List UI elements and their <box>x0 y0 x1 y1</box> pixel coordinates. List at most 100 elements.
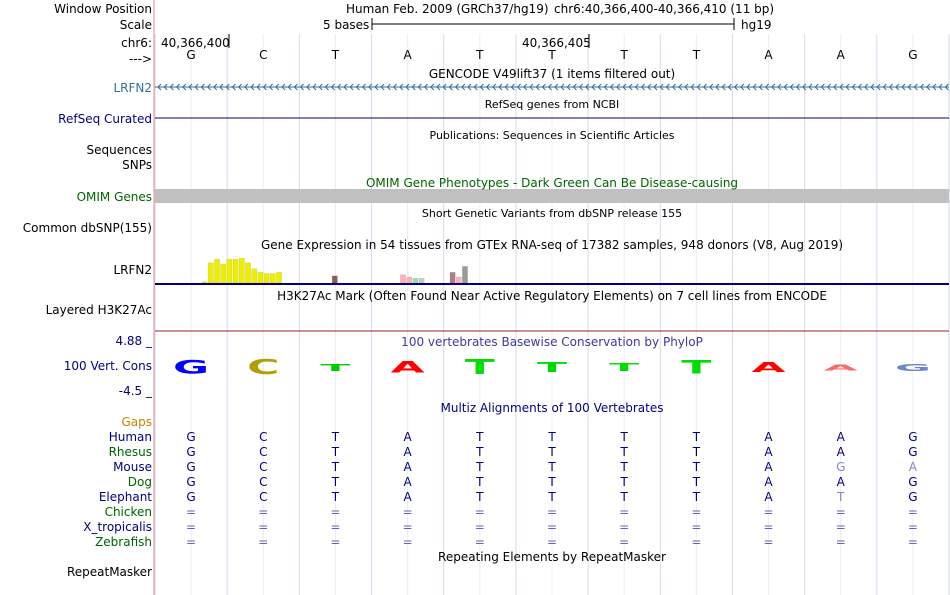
gencode-track-label[interactable]: LRFN2 <box>113 81 152 95</box>
multiz-gaps-label[interactable]: Gaps <box>121 415 152 429</box>
alignment-base: = <box>763 505 774 519</box>
phylop-base-glyph: A <box>824 363 859 372</box>
alignment-base: A <box>403 490 412 504</box>
gencode-track-title[interactable]: GENCODE V49lift37 (1 items filtered out) <box>428 67 676 81</box>
gtex-tissue-bar <box>400 274 406 284</box>
gtex-track-title[interactable]: Gene Expression in 54 tissues from GTEx … <box>260 238 844 252</box>
base-letter: A <box>403 48 412 62</box>
gencode-strand-chevron <box>268 83 273 91</box>
gencode-strand-chevron <box>752 83 757 91</box>
gtex-tissue-bar <box>276 272 282 284</box>
repeatmasker-track-title[interactable]: Repeating Elements by RepeatMasker <box>438 550 666 564</box>
publications-track-title[interactable]: Publications: Sequences in Scientific Ar… <box>429 129 675 142</box>
alignment-base: G <box>186 445 196 459</box>
omim-track-label[interactable]: OMIM Genes <box>76 190 152 204</box>
refseq-track-label[interactable]: RefSeq Curated <box>58 112 152 126</box>
gencode-strand-chevron <box>740 83 745 91</box>
gencode-strand-chevron <box>814 83 819 91</box>
gencode-strand-chevron <box>795 83 800 91</box>
db-name: hg19 <box>741 18 772 32</box>
species-label-x_tropicalis: X_tropicalis <box>83 520 152 534</box>
gencode-strand-chevron <box>182 83 187 91</box>
alignment-base: T <box>620 475 628 489</box>
gencode-strand-chevron <box>802 83 807 91</box>
gencode-strand-chevron <box>938 83 943 91</box>
alignment-base: T <box>331 445 340 459</box>
omim-feature-bar <box>155 189 949 203</box>
window-position-value: chr6:40,366,400-40,366,410 (11 bp) <box>554 2 775 16</box>
alignment-base: G <box>186 460 196 474</box>
alignment-base: C <box>259 460 268 474</box>
gencode-strand-chevron <box>671 83 676 91</box>
h3k27ac-track-label[interactable]: Layered H3K27Ac <box>45 303 152 317</box>
gencode-strand-chevron <box>206 83 211 91</box>
gencode-strand-chevron <box>361 83 366 91</box>
gencode-strand-chevron <box>684 83 689 91</box>
gencode-strand-chevron <box>659 83 664 91</box>
phylop-base-glyph: T <box>681 357 711 378</box>
dbsnp-track-title[interactable]: Short Genetic Variants from dbSNP releas… <box>421 207 683 220</box>
h3k27ac-track-title[interactable]: H3K27Ac Mark (Often Found Near Active Re… <box>277 289 827 303</box>
gencode-strand-chevron <box>330 83 335 91</box>
alignment-base: = <box>546 505 558 519</box>
strand-label: ---> <box>128 52 152 66</box>
gencode-strand-chevron <box>399 83 404 91</box>
gencode-strand-chevron <box>653 83 658 91</box>
alignment-base: C <box>259 445 268 459</box>
alignment-base: = <box>835 535 846 549</box>
alignment-base: T <box>620 430 628 444</box>
alignment-base: G <box>836 460 846 474</box>
phylop-base-glyph: C <box>247 356 279 379</box>
alignment-base: T <box>331 475 340 489</box>
gencode-strand-chevron <box>609 83 614 91</box>
gencode-strand-chevron <box>219 83 224 91</box>
gtex-tissue-bar <box>245 262 251 284</box>
phylop-track-title[interactable]: 100 vertebrates Basewise Conservation by… <box>401 335 703 349</box>
gencode-strand-chevron <box>541 83 546 91</box>
base-letter: T <box>620 48 628 62</box>
repeatmasker-track-label[interactable]: RepeatMasker <box>66 565 152 579</box>
gencode-strand-chevron <box>690 83 695 91</box>
scale-label: Scale <box>119 18 152 32</box>
multiz-track-title[interactable]: Multiz Alignments of 100 Vertebrates <box>440 401 664 415</box>
gencode-strand-chevron <box>386 83 391 91</box>
dbsnp-track-label[interactable]: Common dbSNP(155) <box>22 221 152 235</box>
publications-snps-label[interactable]: SNPs <box>122 158 152 172</box>
gencode-strand-chevron <box>157 83 162 91</box>
gencode-strand-chevron <box>857 83 862 91</box>
alignment-base: C <box>259 490 268 504</box>
gencode-strand-chevron <box>833 83 838 91</box>
gencode-strand-chevron <box>783 83 788 91</box>
phylop-base-glyph: T <box>465 356 496 379</box>
gtex-tissue-bar <box>406 276 413 284</box>
gencode-strand-chevron <box>299 83 304 91</box>
gencode-strand-chevron <box>851 83 856 91</box>
gtex-tissue-bar <box>449 272 456 284</box>
gencode-strand-chevron <box>808 83 813 91</box>
alignment-base: A <box>836 445 845 459</box>
omim-track-title[interactable]: OMIM Gene Phenotypes - Dark Green Can Be… <box>365 176 739 190</box>
alignment-base: = <box>907 505 918 519</box>
species-label-elephant: Elephant <box>98 490 152 504</box>
alignment-base: = <box>474 505 485 519</box>
alignment-base: = <box>330 520 341 534</box>
coord-400: 40,366,400 <box>161 36 230 50</box>
gtex-track-label[interactable]: LRFN2 <box>113 263 152 277</box>
alignment-base: T <box>692 475 701 489</box>
gencode-strand-chevron <box>678 83 683 91</box>
refseq-track-title[interactable]: RefSeq genes from NCBI <box>484 98 620 111</box>
base-letter: T <box>692 48 701 62</box>
alignment-base: T <box>331 460 340 474</box>
gencode-strand-chevron <box>665 83 670 91</box>
gencode-strand-chevron <box>163 83 168 91</box>
gencode-strand-chevron <box>944 83 949 91</box>
publications-sequences-label[interactable]: Sequences <box>86 143 152 157</box>
gencode-strand-chevron <box>529 83 534 91</box>
alignment-base: = <box>546 520 558 534</box>
coord-405: 40,366,405 <box>522 36 591 50</box>
phylop-base-glyph: T <box>320 362 350 373</box>
phylop-base-glyph: A <box>752 360 786 375</box>
phylop-track-label[interactable]: 100 Vert. Cons <box>63 359 152 373</box>
base-letter: T <box>548 48 556 62</box>
